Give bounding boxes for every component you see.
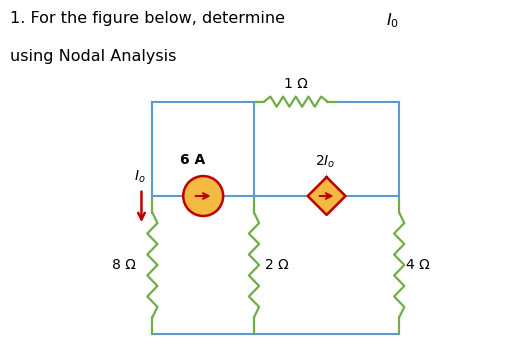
Text: 4 Ω: 4 Ω bbox=[406, 258, 430, 272]
Text: 1 Ω: 1 Ω bbox=[284, 77, 308, 91]
Text: 2 Ω: 2 Ω bbox=[265, 258, 289, 272]
Polygon shape bbox=[308, 177, 345, 215]
Text: $I_0$: $I_0$ bbox=[386, 11, 399, 30]
Text: using Nodal Analysis: using Nodal Analysis bbox=[10, 49, 177, 64]
Text: 1. For the figure below, determine: 1. For the figure below, determine bbox=[10, 11, 290, 26]
Text: 8 Ω: 8 Ω bbox=[112, 258, 136, 272]
Text: $I_o$: $I_o$ bbox=[134, 169, 145, 185]
Text: $2I_o$: $2I_o$ bbox=[314, 154, 335, 170]
Text: 6 A: 6 A bbox=[180, 153, 205, 167]
Circle shape bbox=[183, 176, 223, 216]
